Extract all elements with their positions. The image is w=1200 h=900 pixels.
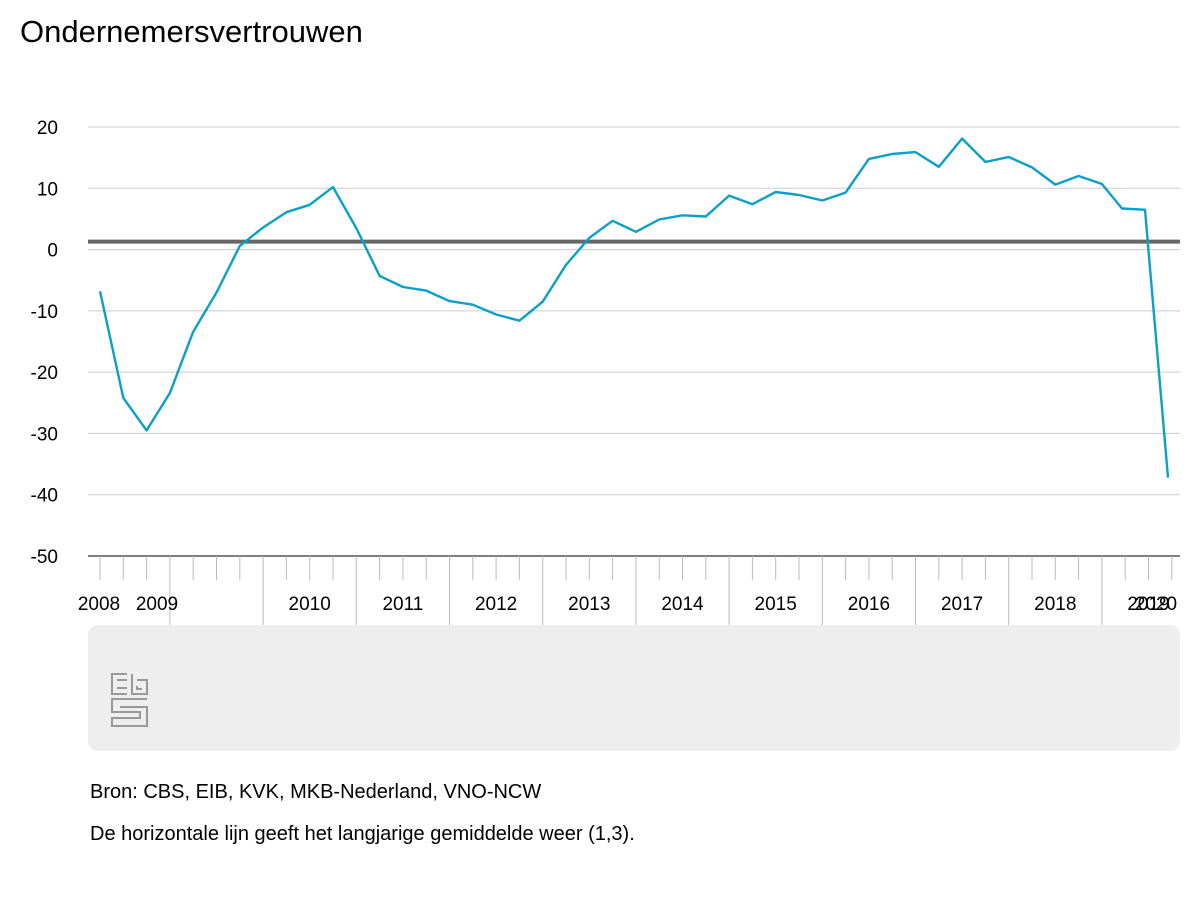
x-axis: 2008 2009 2010 2011 2012 2013 2014 2015 2016 2017… bbox=[78, 555, 1180, 625]
y-tick-label: -30 bbox=[31, 424, 58, 445]
y-tick-label: -20 bbox=[31, 363, 58, 384]
x-tick-label: 2014 bbox=[661, 594, 704, 615]
x-tick-label: 2016 bbox=[848, 594, 890, 615]
x-tick-label: 2017 bbox=[941, 594, 983, 615]
x-tick-label: 2018 bbox=[1034, 594, 1076, 615]
y-tick-label: 0 bbox=[47, 241, 58, 262]
x-tick-label: 2010 bbox=[289, 594, 331, 615]
legend-panel bbox=[88, 625, 1180, 751]
x-tick-label: 2012 bbox=[475, 594, 517, 615]
chart-title: Ondernemersvertrouwen bbox=[20, 14, 363, 49]
x-tick-label: 2008 bbox=[78, 594, 120, 615]
note-text: De horizontale lijn geeft het langjarige… bbox=[90, 823, 635, 845]
x-tick-label: 2015 bbox=[755, 594, 797, 615]
grid-lines bbox=[88, 126, 1180, 496]
cbs-logo-icon bbox=[110, 672, 150, 733]
y-tick-label: -50 bbox=[31, 547, 58, 568]
y-tick-label: 10 bbox=[37, 179, 58, 200]
x-tick-label: 2011 bbox=[382, 594, 423, 615]
y-tick-label: -10 bbox=[31, 302, 58, 323]
y-axis-labels: 20 10 0 -10 -20 -30 -40 -50 bbox=[31, 118, 58, 568]
y-tick-label: -40 bbox=[31, 486, 58, 507]
data-points bbox=[99, 138, 1169, 478]
source-text: Bron: CBS, EIB, KVK, MKB-Nederland, VNO-… bbox=[90, 781, 542, 803]
x-tick-label: 2019 bbox=[1127, 594, 1169, 615]
x-tick-label: 2009 bbox=[136, 594, 178, 615]
x-tick-label: 2013 bbox=[568, 594, 610, 615]
series-line bbox=[98, 137, 1170, 478]
y-tick-label: 20 bbox=[37, 118, 58, 139]
x-tick-label: 2020 bbox=[1135, 594, 1177, 615]
